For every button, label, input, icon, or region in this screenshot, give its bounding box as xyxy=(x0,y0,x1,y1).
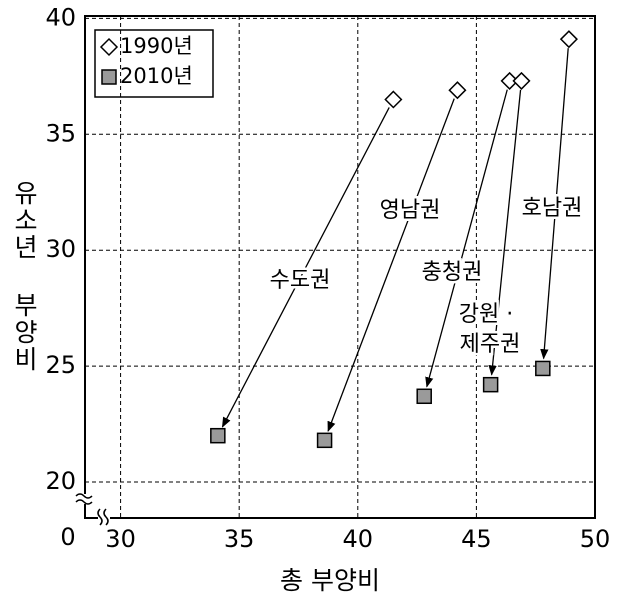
arrow xyxy=(425,89,508,388)
arrow xyxy=(488,89,522,376)
legend-label: 1990년 xyxy=(120,34,193,58)
x-tick-label: 35 xyxy=(224,525,255,553)
arrow xyxy=(221,107,390,428)
point xyxy=(210,427,226,444)
arrow xyxy=(327,98,455,432)
y-tick-label: 40 xyxy=(45,3,76,31)
point xyxy=(535,360,551,377)
arrow xyxy=(540,48,569,360)
legend-label: 2010년 xyxy=(120,64,193,88)
x-tick-label: 30 xyxy=(105,525,136,553)
y-tick-label: 25 xyxy=(45,351,76,379)
region-label: 강원 · xyxy=(459,302,513,327)
point xyxy=(416,388,432,405)
x-tick-label: 40 xyxy=(343,525,374,553)
point xyxy=(384,90,403,109)
region-label: 제주권 xyxy=(460,332,521,357)
y-tick-label: 20 xyxy=(45,467,76,495)
legend xyxy=(94,29,214,98)
y-tick-label: 30 xyxy=(45,235,76,263)
point xyxy=(316,432,333,449)
x-tick-label: 45 xyxy=(461,525,492,553)
x-axis-label: 총 부양비 xyxy=(280,566,380,595)
axis-break xyxy=(75,493,110,526)
region-label: 영남권 xyxy=(380,198,441,223)
region-label: 충청권 xyxy=(422,260,483,285)
y-tick-label: 35 xyxy=(45,119,76,147)
point xyxy=(500,71,519,90)
region-label: 호남권 xyxy=(522,196,583,221)
point xyxy=(559,30,578,49)
legend-marker xyxy=(101,69,117,85)
origin-label: 0 xyxy=(60,523,75,551)
point xyxy=(512,71,531,90)
x-tick-label: 50 xyxy=(580,525,611,553)
region-label: 수도권 xyxy=(270,268,331,293)
legend-marker xyxy=(99,37,119,57)
y-axis-label: 유소년 부양비 xyxy=(10,180,39,373)
point xyxy=(448,81,467,100)
plot-frame xyxy=(84,15,596,519)
point xyxy=(482,376,499,393)
